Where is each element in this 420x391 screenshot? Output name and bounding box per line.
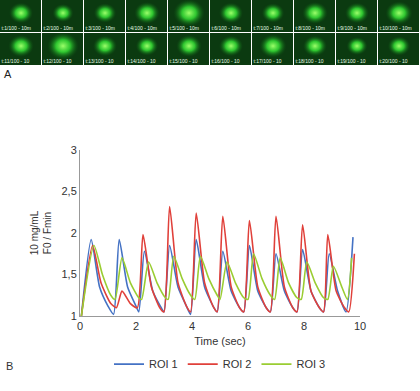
svg-text:2: 2 — [133, 320, 139, 332]
svg-text:t:18/100 - 10: t:18/100 - 10 — [296, 58, 324, 64]
svg-text:t:4/100 - 10m: t:4/100 - 10m — [128, 25, 157, 31]
svg-text:t:3/100 - 10m: t:3/100 - 10m — [86, 25, 115, 31]
svg-text:B: B — [6, 360, 13, 372]
svg-text:t:12/100 - 10: t:12/100 - 10 — [44, 58, 72, 64]
svg-text:10 mg/mLF0 / Fmin: 10 mg/mLF0 / Fmin — [29, 210, 53, 255]
svg-text:ROI 2: ROI 2 — [223, 358, 252, 370]
svg-text:Time (sec): Time (sec) — [194, 335, 246, 347]
svg-text:8: 8 — [301, 320, 307, 332]
svg-text:t:15/100 - 10: t:15/100 - 10 — [170, 58, 198, 64]
svg-text:t:6/100 - 10m: t:6/100 - 10m — [212, 25, 241, 31]
svg-text:t:2/100 - 10m: t:2/100 - 10m — [44, 25, 73, 31]
svg-text:2: 2 — [71, 227, 77, 239]
svg-text:t:7/100 - 10m: t:7/100 - 10m — [254, 25, 283, 31]
svg-text:4: 4 — [189, 320, 195, 332]
svg-text:t:9/100 - 10m: t:9/100 - 10m — [338, 25, 367, 31]
svg-text:6: 6 — [245, 320, 251, 332]
svg-text:1,5: 1,5 — [62, 268, 77, 280]
svg-text:t:8/100 - 10m: t:8/100 - 10m — [296, 25, 325, 31]
svg-text:t:16/100 - 10: t:16/100 - 10 — [212, 58, 240, 64]
svg-text:t:20/100 - 10: t:20/100 - 10 — [380, 58, 408, 64]
svg-text:t:1/100 - 10m: t:1/100 - 10m — [2, 25, 31, 31]
svg-text:t:19/100 - 10: t:19/100 - 10 — [338, 58, 366, 64]
svg-text:ROI 1: ROI 1 — [149, 358, 178, 370]
svg-text:2,5: 2,5 — [62, 185, 77, 197]
svg-text:ROI 3: ROI 3 — [296, 358, 325, 370]
svg-text:10: 10 — [354, 320, 366, 332]
svg-text:0: 0 — [77, 320, 83, 332]
svg-text:t:5/100 - 10m: t:5/100 - 10m — [170, 25, 199, 31]
html-text:A: A — [4, 68, 12, 80]
svg-text:1: 1 — [71, 310, 77, 322]
svg-text:t:13/100 - 10: t:13/100 - 10 — [86, 58, 114, 64]
svg-text:3: 3 — [71, 144, 77, 156]
svg-text:t:14/100 - 10: t:14/100 - 10 — [128, 58, 156, 64]
svg-text:t:11/100 - 10: t:11/100 - 10 — [2, 58, 30, 64]
svg-text:t:10/100 - 10m: t:10/100 - 10m — [380, 25, 412, 31]
svg-text:t:17/100 - 10: t:17/100 - 10 — [254, 58, 282, 64]
